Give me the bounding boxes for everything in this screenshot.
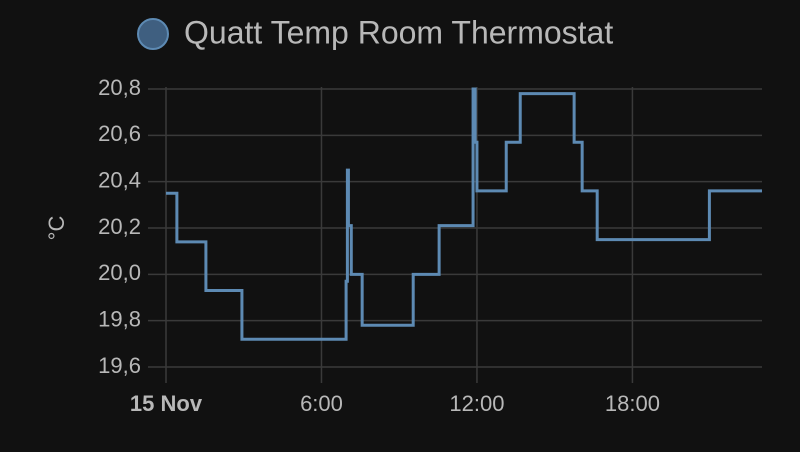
legend-label[interactable]: Quatt Temp Room Thermostat [184,14,613,50]
y-tick-label: 20,2 [98,214,141,239]
x-tick-label: 15 Nov [130,391,203,416]
x-tick-label: 6:00 [300,391,343,416]
y-tick-label: 20,4 [98,167,141,192]
y-axis-label: °C [44,216,69,241]
y-tick-label: 20,8 [98,75,141,100]
y-tick-label: 19,8 [98,306,141,331]
x-tick-label: 18:00 [605,391,660,416]
y-tick-label: 20,6 [98,121,141,146]
legend-marker[interactable] [137,18,169,50]
series-line [166,87,762,341]
x-tick-label: 12:00 [449,391,504,416]
y-tick-label: 20,0 [98,260,141,285]
y-tick-label: 19,6 [98,353,141,378]
